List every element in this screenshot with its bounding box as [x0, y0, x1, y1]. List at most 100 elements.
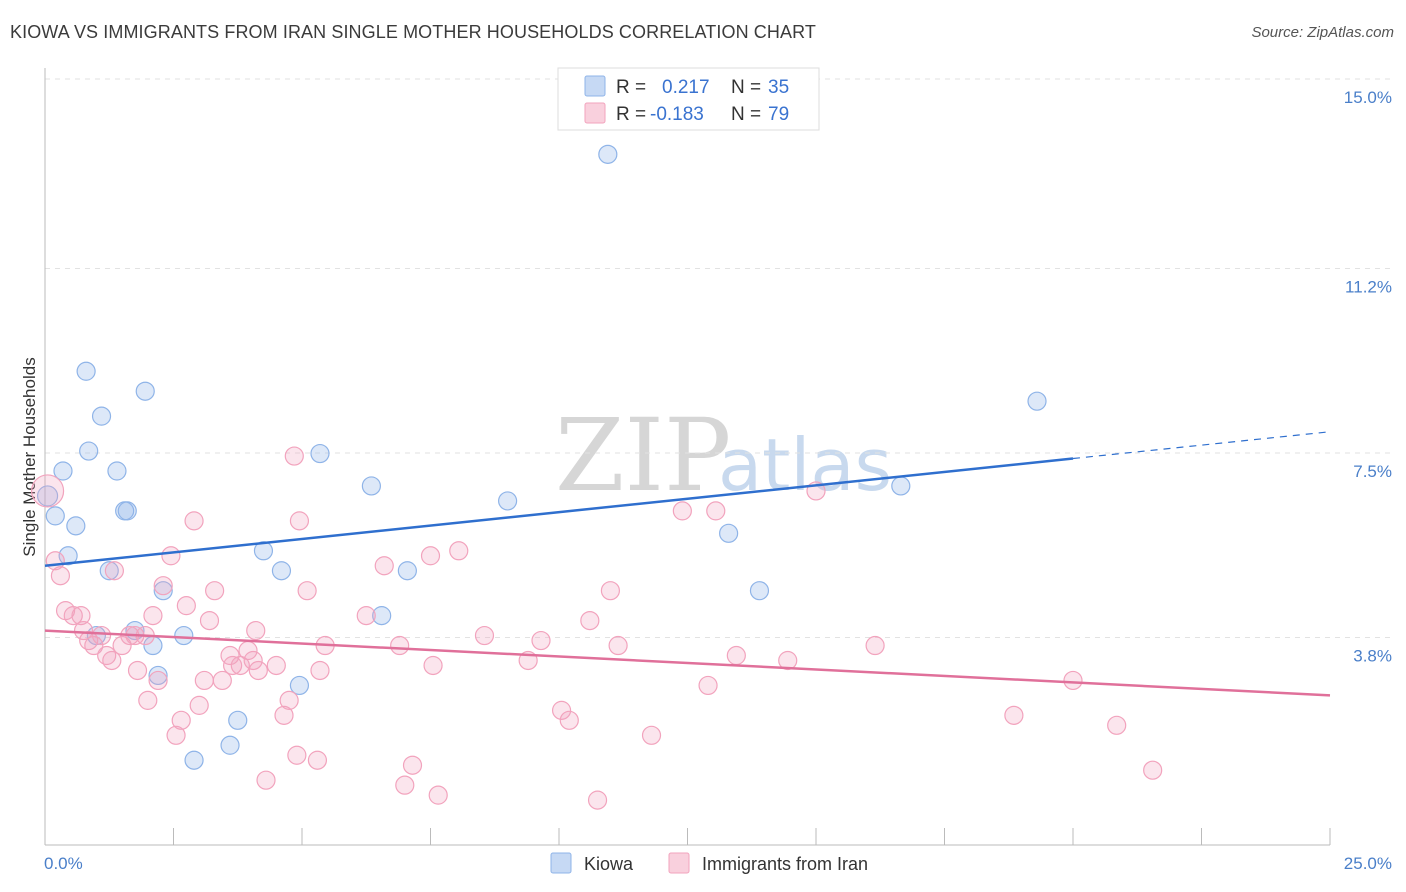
legend-n-label: N =	[731, 77, 761, 98]
data-point-kiowa	[228, 710, 248, 730]
bottom-legend-swatch-iran	[668, 852, 690, 874]
data-point-iran	[243, 650, 263, 671]
data-point-kiowa	[361, 476, 381, 496]
data-point-kiowa	[310, 443, 330, 464]
gridlines	[45, 78, 1392, 639]
data-point-iran	[176, 596, 196, 616]
data-point-iran	[71, 606, 91, 626]
data-point-kiowa	[91, 406, 112, 426]
y-axis-title: Single Mother Households	[20, 357, 39, 556]
data-point-kiowa	[891, 476, 911, 496]
data-point-iran	[50, 566, 71, 586]
data-point-iran	[138, 690, 158, 710]
data-point-iran	[223, 655, 243, 676]
data-point-kiowa	[53, 461, 73, 481]
data-point-iran	[199, 610, 220, 631]
trend-lines	[44, 431, 1331, 697]
data-point-kiowa	[99, 561, 119, 581]
data-point-kiowa	[107, 461, 127, 481]
data-point-iran	[1063, 670, 1083, 691]
data-point-iran	[287, 745, 307, 765]
bottom-legend: Kiowa Immigrants from Iran	[550, 852, 868, 874]
data-point-iran	[726, 645, 746, 666]
data-point-kiowa	[58, 546, 78, 566]
legend-r-value-iran: -0.183	[650, 104, 704, 125]
data-point-iran	[865, 635, 885, 656]
data-point-iran	[153, 576, 173, 596]
data-point-iran	[148, 670, 168, 691]
data-point-iran	[279, 690, 299, 710]
data-point-iran	[230, 655, 250, 676]
data-point-iran	[698, 675, 718, 696]
data-point-iran	[706, 501, 726, 521]
y-tick-labels: 3.8% 7.5% 11.2% 15.0%	[1344, 88, 1392, 666]
data-point-kiowa	[76, 361, 96, 381]
data-point-iran	[580, 610, 600, 631]
x-ticks	[173, 828, 1331, 845]
data-point-iran	[248, 660, 268, 681]
data-point-iran	[212, 670, 232, 691]
data-point-kiowa	[36, 485, 59, 507]
data-point-iran	[600, 581, 621, 601]
data-point-iran	[778, 650, 798, 671]
data-point-iran	[184, 511, 204, 531]
y-tick-label: 15.0%	[1344, 88, 1392, 107]
data-point-kiowa	[749, 581, 770, 601]
data-point-iran	[423, 655, 443, 676]
legend-r-label: R =	[616, 104, 646, 125]
trend-line-kiowa	[44, 457, 1074, 567]
legend-swatch-iran	[584, 102, 606, 124]
data-point-iran	[256, 770, 276, 790]
data-point-iran	[310, 660, 330, 681]
x-tick-label: 0.0%	[44, 854, 83, 873]
data-point-iran	[84, 635, 104, 656]
data-point-iran	[449, 541, 469, 561]
data-point-iran	[91, 625, 112, 646]
data-point-iran	[428, 785, 448, 805]
data-point-kiowa	[79, 441, 99, 461]
data-point-kiowa	[397, 561, 417, 581]
data-point-iran	[374, 556, 394, 576]
y-tick-label: 7.5%	[1353, 462, 1392, 481]
data-point-iran	[1143, 760, 1163, 780]
data-point-iran	[608, 635, 628, 656]
bottom-legend-label-iran: Immigrants from Iran	[702, 854, 868, 874]
bottom-legend-swatch-kiowa	[550, 852, 572, 874]
data-point-iran	[63, 606, 83, 626]
data-point-iran	[166, 725, 186, 745]
data-point-iran	[402, 755, 423, 775]
watermark-atlas: atlas	[718, 423, 892, 507]
data-point-iran	[284, 446, 304, 466]
data-point-iran	[531, 630, 551, 651]
data-point-iran	[171, 710, 191, 730]
data-point-iran	[102, 650, 122, 671]
data-point-kiowa	[184, 750, 204, 770]
data-point-iran	[474, 625, 495, 646]
data-point-iran	[161, 546, 181, 566]
x-tick-label: 25.0%	[1344, 854, 1392, 873]
data-point-kiowa	[117, 501, 137, 521]
data-point-iran	[307, 750, 328, 770]
data-point-iran	[104, 561, 124, 581]
data-point-kiowa	[719, 523, 739, 543]
data-point-iran	[289, 511, 310, 531]
data-point-iran	[127, 660, 148, 681]
data-point-kiowa	[135, 381, 155, 401]
data-point-iran	[189, 695, 209, 715]
data-point-iran	[194, 670, 214, 691]
data-point-kiowa	[598, 144, 618, 164]
data-point-iran	[266, 655, 286, 676]
data-point-iran	[274, 705, 294, 725]
trend-line-kiowa-extension	[1072, 431, 1331, 460]
data-point-kiowa	[45, 506, 65, 526]
data-point-kiowa	[148, 665, 168, 686]
y-tick-label: 11.2%	[1345, 277, 1392, 296]
legend-r-value-kiowa: 0.217	[662, 77, 710, 98]
data-point-kiowa	[1027, 391, 1047, 411]
trend-line-iran	[44, 629, 1331, 697]
legend-swatch-kiowa	[584, 75, 606, 97]
source-attribution: Source: ZipAtlas.com	[1251, 24, 1394, 41]
data-point-iran	[73, 620, 94, 641]
data-point-iran	[420, 546, 441, 566]
data-point-kiowa	[271, 561, 292, 581]
